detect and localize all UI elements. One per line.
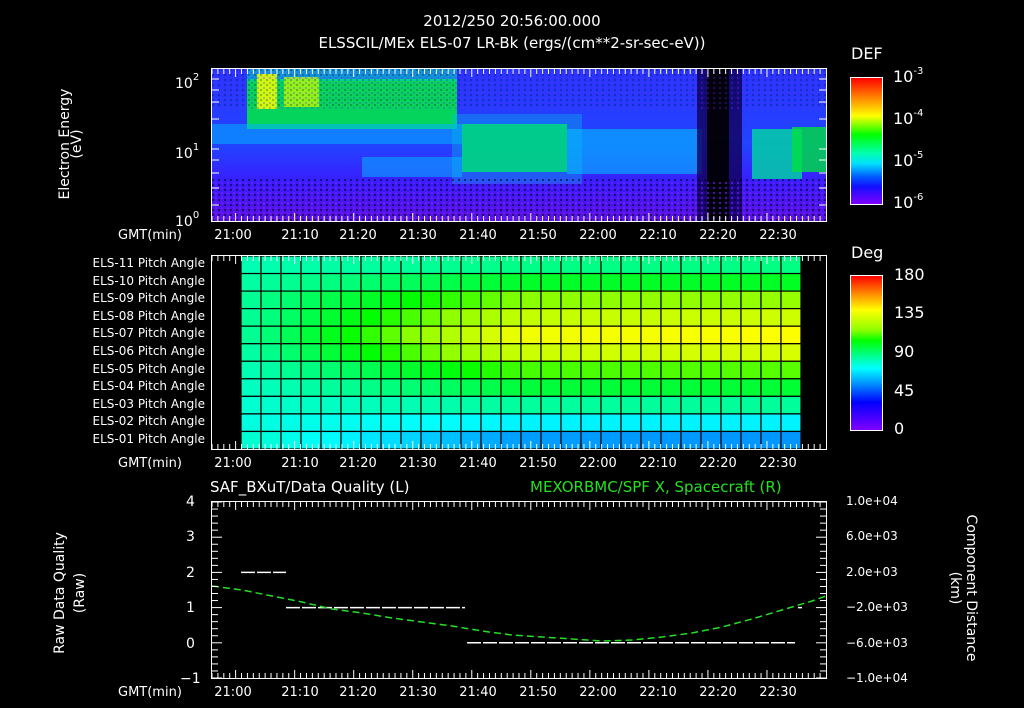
xtick-label: 22:00 xyxy=(579,228,617,243)
panel1-yunit: (eV) xyxy=(69,129,85,159)
panel3-ylabel-left: Raw Data Quality xyxy=(52,532,68,654)
colorbar-deg-label: 180 xyxy=(894,265,925,284)
xtick-label: 21:10 xyxy=(281,685,319,700)
spectrogram-image xyxy=(212,69,826,221)
line-plot xyxy=(211,501,827,679)
row-label: ELS-10 Pitch Angle xyxy=(92,273,205,288)
colorbar-deg-label: 0 xyxy=(894,419,905,438)
row-label: ELS-04 Pitch Angle xyxy=(92,379,205,394)
colorbar-def-label: 10-4 xyxy=(893,108,924,128)
xtick-label: 21:30 xyxy=(399,228,437,243)
xtick-label: 22:20 xyxy=(699,228,737,243)
xtick-label: 21:50 xyxy=(519,456,557,471)
row-label: ELS-07 Pitch Angle xyxy=(92,326,205,341)
xtick-label: 21:40 xyxy=(459,228,497,243)
panel2-xlabel: GMT(min) xyxy=(118,456,182,471)
data-quality-series xyxy=(241,571,802,644)
xtick-label: 21:10 xyxy=(281,228,319,243)
ytick-label: −6.0e+03 xyxy=(846,636,908,650)
colorbar-def xyxy=(850,77,883,205)
panel3-right-title: MEXORBMC/SPF X, Spacecraft (R) xyxy=(530,478,782,496)
spectrogram-plot xyxy=(211,68,827,222)
colorbar-deg-label: 45 xyxy=(894,381,915,400)
colorbar-def-label: 10-3 xyxy=(893,66,924,86)
row-label: ELS-05 Pitch Angle xyxy=(92,361,205,376)
xtick-label: 22:30 xyxy=(759,456,797,471)
row-label: ELS-01 Pitch Angle xyxy=(92,432,205,446)
xtick-label: 21:20 xyxy=(339,685,377,700)
panel3-ylabel-right: Component Distance xyxy=(963,514,979,662)
xtick-label: 21:00 xyxy=(214,456,252,471)
row-label: ELS-03 Pitch Angle xyxy=(92,396,205,411)
xtick-label: 21:20 xyxy=(339,228,377,243)
xtick-label: 21:50 xyxy=(519,685,557,700)
xtick-label: 21:50 xyxy=(519,228,557,243)
xtick-label: 22:10 xyxy=(639,228,677,243)
xtick-label: 22:30 xyxy=(759,228,797,243)
panel1-ytick-1: 100 xyxy=(175,210,200,230)
panel3-yunit-left: (Raw) xyxy=(72,572,88,614)
xtick-label: 21:00 xyxy=(214,685,252,700)
row-label: ELS-11 Pitch Angle xyxy=(92,256,205,270)
panel1-ytick-100: 102 xyxy=(175,72,200,92)
panel3-left-title: SAF_BXuT/Data Quality (L) xyxy=(210,478,410,496)
colorbar-deg-title: Deg xyxy=(851,243,884,262)
colorbar-def-label: 10-6 xyxy=(893,192,924,212)
xtick-label: 22:30 xyxy=(759,685,797,700)
panel3-yunit-right: (km) xyxy=(947,571,963,605)
xtick-label: 21:30 xyxy=(399,456,437,471)
panel1-xlabel: GMT(min) xyxy=(118,228,182,243)
ytick-label: 1.0e+04 xyxy=(846,494,898,508)
xtick-label: 21:20 xyxy=(339,456,377,471)
panel3-xlabel: GMT(min) xyxy=(118,685,182,700)
colorbar-deg xyxy=(850,275,883,431)
xtick-label: 22:20 xyxy=(699,456,737,471)
row-label: ELS-09 Pitch Angle xyxy=(92,291,205,306)
plot-timestamp: 2012/250 20:56:00.000 xyxy=(423,12,601,30)
ytick-label: 0 xyxy=(186,636,195,652)
pitch-angle-plot xyxy=(211,255,827,450)
colorbar-deg-label: 90 xyxy=(894,342,915,361)
xtick-label: 21:40 xyxy=(459,685,497,700)
row-label: ELS-06 Pitch Angle xyxy=(92,344,205,358)
xtick-label: 22:10 xyxy=(639,456,677,471)
ytick-label: −1 xyxy=(180,671,201,687)
ytick-label: 3 xyxy=(186,529,195,545)
pitch-angle-grid xyxy=(212,256,821,449)
ytick-label: 4 xyxy=(186,494,195,510)
colorbar-def-title: DEF xyxy=(851,44,883,63)
xtick-label: 21:40 xyxy=(459,456,497,471)
row-label: ELS-02 Pitch Angle xyxy=(92,414,205,429)
ytick-label: 1 xyxy=(186,600,195,616)
line-plot-area xyxy=(212,502,826,678)
ytick-label: 6.0e+03 xyxy=(846,529,898,543)
ytick-label: −2.0e+03 xyxy=(846,600,908,614)
row-label: ELS-08 Pitch Angle xyxy=(92,308,205,323)
xtick-label: 22:00 xyxy=(579,456,617,471)
xtick-label: 21:30 xyxy=(399,685,437,700)
colorbar-def-label: 10-5 xyxy=(893,150,924,170)
colorbar-deg-label: 135 xyxy=(894,303,925,322)
xtick-label: 21:00 xyxy=(214,228,252,243)
plot-subtitle: ELSSCIL/MEx ELS-07 LR-Bk (ergs/(cm**2-sr… xyxy=(318,34,706,52)
xtick-label: 21:10 xyxy=(281,456,319,471)
ytick-label: 2.0e+03 xyxy=(846,565,898,579)
xtick-label: 22:20 xyxy=(699,685,737,700)
ytick-label: −1.0e+04 xyxy=(846,671,908,685)
panel1-ytick-10: 101 xyxy=(175,142,200,162)
xtick-label: 22:10 xyxy=(639,685,677,700)
ytick-label: 2 xyxy=(186,565,195,581)
xtick-label: 22:00 xyxy=(579,685,617,700)
panel1-ticks xyxy=(212,69,826,221)
spacecraft-x-series xyxy=(212,585,826,642)
